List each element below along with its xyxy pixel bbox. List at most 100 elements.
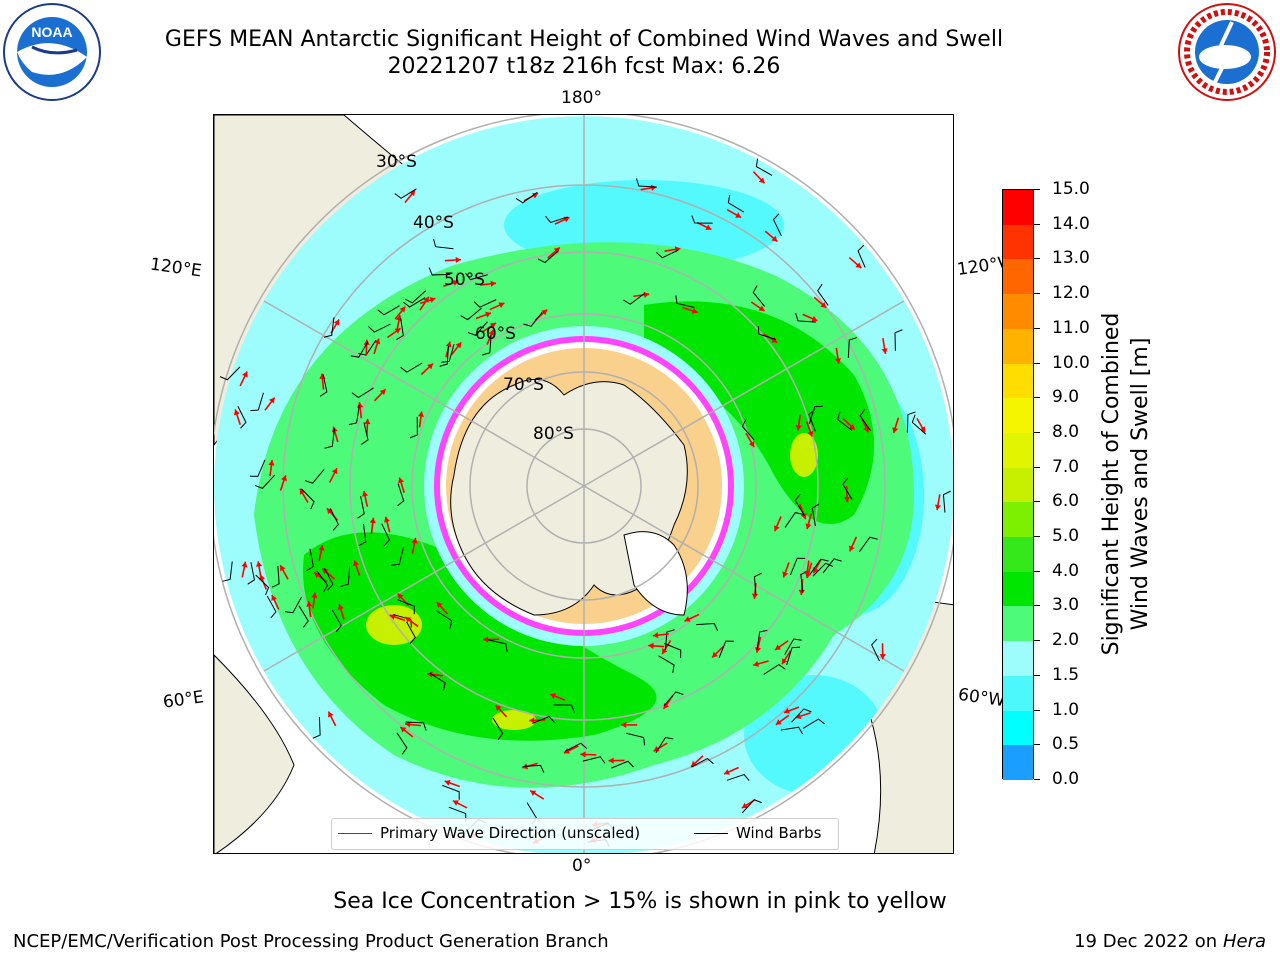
wave-direction-arrowhead bbox=[331, 468, 338, 475]
graticule bbox=[214, 115, 953, 853]
wave-direction-arrowhead bbox=[643, 291, 650, 298]
wave-direction-arrowhead bbox=[724, 769, 730, 775]
wind-barb bbox=[255, 574, 270, 596]
wave-direction-arrowhead bbox=[369, 517, 376, 524]
wind-barb bbox=[323, 317, 335, 338]
colorbar-tick-label: 7.0 bbox=[1052, 456, 1080, 477]
wind-barb bbox=[623, 292, 645, 305]
colorbar-tick-mark bbox=[1034, 189, 1040, 190]
wind-barb bbox=[718, 640, 734, 658]
colorbar-segment bbox=[1003, 294, 1033, 330]
wave-direction-arrowhead bbox=[455, 256, 461, 264]
wave-direction-arrowhead bbox=[259, 574, 266, 581]
wave-direction-arrowhead bbox=[934, 504, 942, 511]
wave-direction-arrowhead bbox=[748, 441, 755, 448]
wind-barb bbox=[439, 345, 449, 367]
wave-direction-arrowhead bbox=[811, 315, 818, 322]
colorbar-tick-label: 9.0 bbox=[1052, 387, 1080, 408]
colorbar-label-line2: Wind Waves and Swell [m] bbox=[1128, 337, 1153, 631]
colorbar-segment bbox=[1003, 398, 1033, 434]
wave-direction-arrowhead bbox=[271, 595, 277, 601]
wind-barb bbox=[727, 194, 745, 213]
wind-barb bbox=[329, 508, 339, 531]
wave-direction-arrowhead bbox=[364, 418, 371, 425]
colorbar-label-line1: Significant Height of Combined bbox=[1099, 312, 1124, 656]
colorbar-segment bbox=[1003, 363, 1033, 399]
colorbar-tick-label: 10.0 bbox=[1052, 352, 1090, 373]
wind-barb bbox=[482, 334, 492, 356]
colorbar-tick-mark bbox=[1034, 570, 1040, 572]
lon-label-60w: 60°W bbox=[956, 684, 1007, 712]
wave-direction-arrowhead bbox=[269, 397, 275, 404]
wave-direction-arrowhead bbox=[362, 491, 369, 497]
wave-direction-arrowhead bbox=[608, 757, 614, 764]
wave-direction-arrowhead bbox=[550, 693, 557, 699]
wave-direction-arrowhead bbox=[879, 654, 886, 660]
footer-date-text: 19 Dec 2022 on bbox=[1074, 931, 1218, 952]
wind-barb bbox=[298, 605, 309, 628]
wave-direction-arrowhead bbox=[834, 358, 842, 364]
wave-direction-arrowhead bbox=[753, 660, 759, 667]
wind-barb bbox=[306, 548, 314, 572]
wind-barb bbox=[691, 215, 713, 224]
wave-direction-arrowhead bbox=[488, 329, 495, 336]
wind-barb bbox=[396, 317, 404, 340]
wind-barb bbox=[460, 307, 482, 321]
wind-barb bbox=[409, 416, 418, 439]
wind-barb bbox=[377, 305, 400, 316]
legend-item-wave-direction: Primary Wave Direction (unscaled) bbox=[338, 824, 640, 842]
wind-barb bbox=[465, 272, 488, 281]
wave-direction-arrowhead bbox=[409, 190, 416, 197]
wave-direction-arrowhead bbox=[705, 224, 712, 231]
wave-direction-arrowhead bbox=[775, 719, 782, 725]
wave-direction-arrowhead bbox=[751, 593, 759, 599]
wind-barb bbox=[397, 483, 405, 507]
wind-barb bbox=[691, 757, 714, 768]
wind-barb bbox=[351, 387, 374, 399]
wind-barb bbox=[752, 285, 765, 307]
wave-direction-arrowhead bbox=[306, 601, 313, 607]
colorbar-tick-label: 14.0 bbox=[1052, 213, 1090, 234]
colorbar-tick-label: 1.0 bbox=[1052, 699, 1080, 720]
wave-direction-arrowhead bbox=[383, 516, 390, 523]
wave-direction-arrowhead bbox=[781, 658, 788, 665]
wind-barb bbox=[791, 708, 812, 723]
chart-subtitle: 20221207 t18z 216h fcst Max: 6.26 bbox=[387, 54, 781, 79]
wave-direction-arrowhead bbox=[429, 297, 436, 303]
lon-label-120e: 120°E bbox=[148, 254, 203, 282]
wind-barb bbox=[324, 428, 335, 449]
wave-direction-arrowhead bbox=[322, 568, 329, 575]
wave-direction-arrowhead bbox=[652, 632, 659, 639]
wind-barb bbox=[357, 496, 365, 519]
wind-barb bbox=[250, 392, 264, 412]
wave-direction-arrowhead bbox=[405, 721, 411, 728]
wind-barb bbox=[358, 523, 367, 547]
wave-direction-arrowhead bbox=[483, 636, 489, 643]
footer-credit: NCEP/EMC/Verification Post Processing Pr… bbox=[13, 931, 609, 952]
colorbar-tick-label: 11.0 bbox=[1052, 317, 1090, 338]
wave-direction-arrowhead bbox=[755, 646, 762, 653]
wave-direction-arrowhead bbox=[848, 423, 855, 430]
wind-barb bbox=[786, 646, 801, 666]
colorbar-tick-label: 2.0 bbox=[1052, 630, 1080, 651]
wave-direction-arrowhead bbox=[541, 309, 548, 316]
wind-barb bbox=[381, 523, 391, 547]
wind-barb bbox=[301, 488, 315, 510]
wind-barb bbox=[726, 773, 750, 782]
wind-barb bbox=[911, 414, 927, 435]
wind-barb bbox=[331, 609, 342, 633]
wind-barb bbox=[523, 311, 543, 327]
wave-direction-arrowhead bbox=[855, 262, 862, 269]
wind-barb bbox=[553, 704, 575, 713]
polar-map bbox=[213, 114, 954, 854]
wave-direction-arrowhead bbox=[452, 800, 459, 806]
wind-barb bbox=[368, 323, 391, 333]
wind-barb bbox=[537, 250, 559, 264]
wind-barb bbox=[441, 343, 455, 363]
lat-label-70s: 70°S bbox=[503, 375, 544, 395]
colorbar-segment bbox=[1003, 432, 1033, 469]
wind-barb bbox=[284, 596, 303, 614]
colorbar bbox=[1002, 189, 1034, 781]
legend-label-wind-barbs: Wind Barbs bbox=[736, 824, 822, 842]
wind-barb bbox=[436, 610, 453, 629]
